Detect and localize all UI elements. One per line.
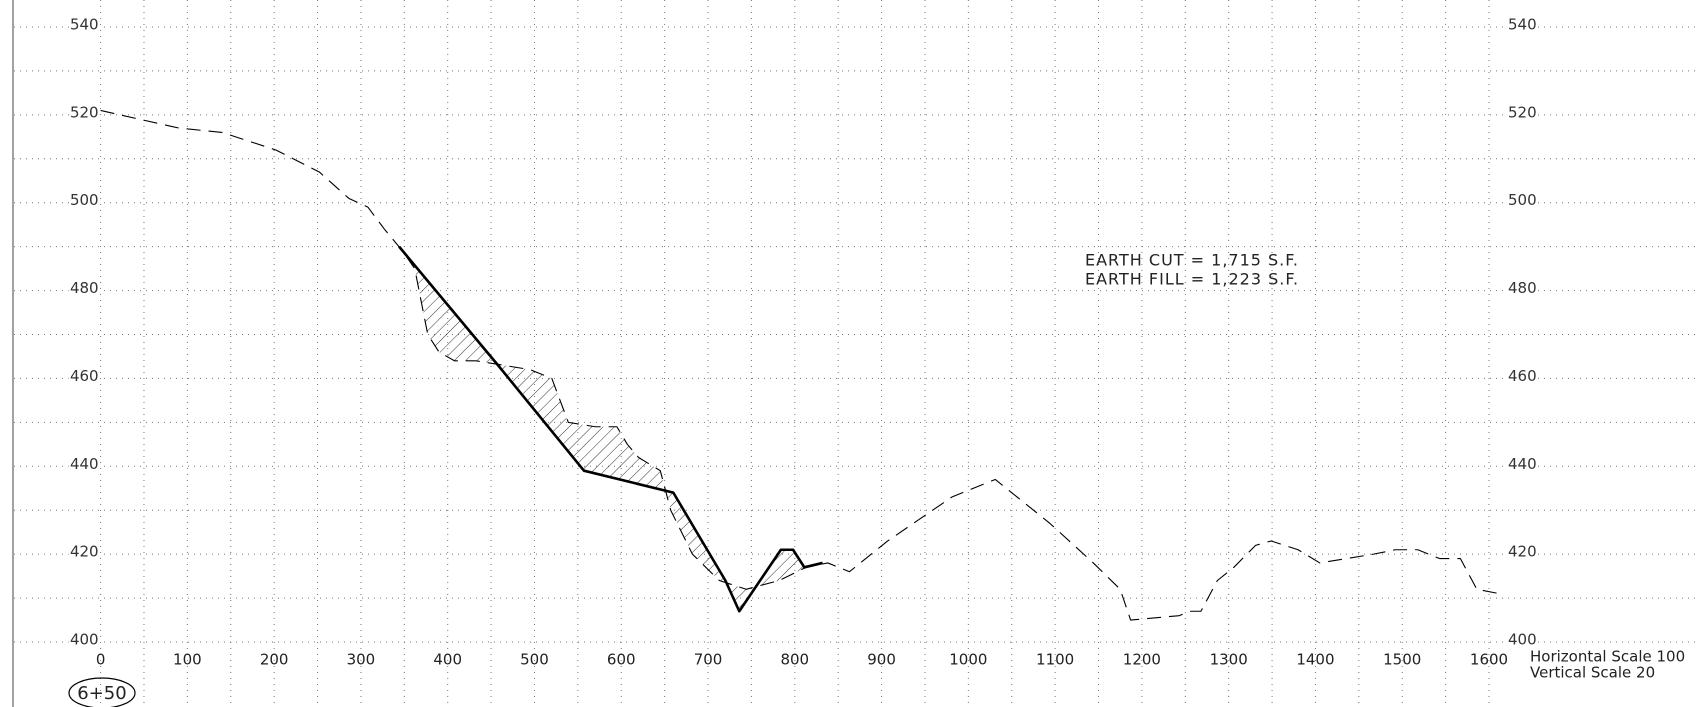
y-tick-label: 500: [70, 191, 99, 209]
ground-line: [398, 245, 823, 613]
y-tick-label: 420: [70, 543, 99, 561]
x-tick-label: 100: [173, 651, 202, 669]
x-tick-label: 1500: [1383, 651, 1421, 669]
x-tick-label: 1400: [1296, 651, 1334, 669]
y-tick-label-right: 500: [1508, 191, 1537, 209]
x-tick-label: 1000: [949, 651, 987, 669]
y-tick-label-right: 400: [1508, 631, 1537, 649]
station-ellipse: [68, 677, 136, 707]
annotation: EARTH CUT = 1,715 S.F.: [1085, 251, 1299, 270]
x-tick-label: 500: [520, 651, 549, 669]
x-tick-label: 1200: [1123, 651, 1161, 669]
x-tick-label: 1100: [1036, 651, 1074, 669]
y-tick-label-right: 440: [1508, 455, 1537, 473]
y-tick-label: 520: [70, 103, 99, 121]
ground-line: [100, 109, 1500, 621]
y-tick-label-right: 540: [1508, 16, 1537, 34]
x-tick-label: 1600: [1470, 651, 1508, 669]
annotation: EARTH FILL = 1,223 S.F.: [1085, 270, 1299, 289]
y-tick-label: 540: [70, 16, 99, 34]
hatch-area: [399, 246, 823, 612]
y-tick-label-right: 460: [1508, 367, 1537, 385]
station-label: 6+50: [77, 683, 126, 704]
y-tick-label-right: 420: [1508, 543, 1537, 561]
x-tick-label: 200: [260, 651, 289, 669]
x-tick-label: 400: [433, 651, 462, 669]
x-tick-label: 800: [780, 651, 809, 669]
y-tick-label-right: 520: [1508, 103, 1537, 121]
y-tick-label: 440: [70, 455, 99, 473]
y-tick-label: 400: [70, 631, 99, 649]
x-tick-label: 900: [867, 651, 896, 669]
y-tick-label-right: 480: [1508, 279, 1537, 297]
x-tick-label: 600: [607, 651, 636, 669]
x-tick-label: 700: [694, 651, 723, 669]
y-tick-label: 460: [70, 367, 99, 385]
hatch-layer: [399, 246, 823, 612]
scale-note: Vertical Scale 20: [1530, 664, 1655, 682]
scale-note: Horizontal Scale 100: [1530, 648, 1685, 666]
x-tick-label: 300: [347, 651, 376, 669]
x-tick-label: 1300: [1210, 651, 1248, 669]
x-tick-label: 0: [96, 651, 106, 669]
grid: [14, 0, 1697, 707]
y-tick-label: 480: [70, 279, 99, 297]
